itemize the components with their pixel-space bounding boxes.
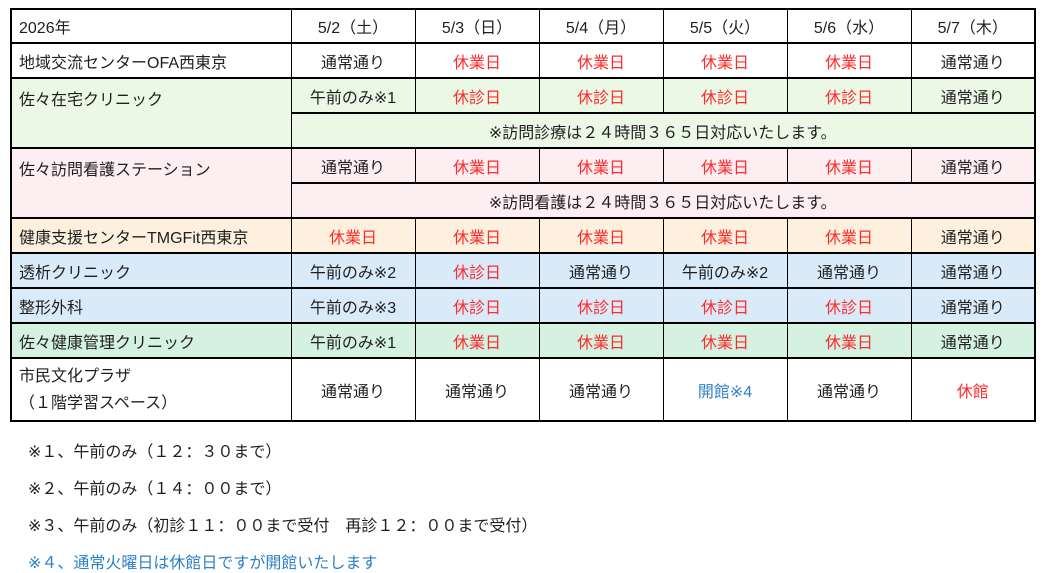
footnote-3: ※３、午前のみ（初診１１：００まで受付 再診１２：００まで受付） <box>28 518 538 535</box>
facility-name: 佐々健康管理クリニック <box>10 322 292 359</box>
table-row: 佐々在宅クリニック 午前のみ※1 休診日 休診日 休診日 休診日 通常通り <box>10 77 1036 149</box>
facility-name: 地域交流センターOFA西東京 <box>10 42 292 79</box>
facility-name: 市民文化プラザ （１階学習スペース） <box>10 357 292 422</box>
table-row: 佐々訪問看護ステーション 通常通り 休業日 休業日 休業日 休業日 通常通り <box>10 147 1036 219</box>
status-cell: 通常通り <box>910 217 1036 254</box>
facility-name: 佐々訪問看護ステーション <box>10 147 292 219</box>
status-cell: 通常通り <box>910 252 1036 289</box>
facility-name: 整形外科 <box>10 287 292 324</box>
status-cell: 休業日 <box>786 322 912 359</box>
status-cell: 休診日 <box>786 287 912 324</box>
status-cell: 通常通り <box>910 287 1036 324</box>
note-cell: ※訪問診療は２４時間３６５日対応いたします。 <box>290 112 1036 149</box>
table-row: 佐々健康管理クリニック 午前のみ※1 休業日 休業日 休業日 休業日 通常通り <box>10 322 1036 359</box>
status-cell: 通常通り <box>538 252 664 289</box>
status-cell: 休業日 <box>662 217 788 254</box>
table-row: 地域交流センターOFA西東京 通常通り 休業日 休業日 休業日 休業日 通常通り <box>10 42 1036 79</box>
status-cell: 休診日 <box>538 77 664 114</box>
year-header-cell: 2026年 <box>10 8 292 44</box>
status-cell: 休業日 <box>414 217 540 254</box>
status-cell: 休業日 <box>414 42 540 79</box>
status-cell: 休業日 <box>414 147 540 184</box>
facility-name-line1: 市民文化プラザ <box>19 367 132 385</box>
status-cell: 通常通り <box>910 147 1036 184</box>
status-cell: 通常通り <box>538 357 664 422</box>
note-cell: ※訪問看護は２４時間３６５日対応いたします。 <box>290 182 1036 219</box>
footnote-4: ※４、通常火曜日は休館日ですが開館いたします <box>28 555 378 572</box>
status-cell: 通常通り <box>910 322 1036 359</box>
status-cell: 午前のみ※1 <box>290 77 416 114</box>
status-cell: 休業日 <box>538 42 664 79</box>
table-row: 整形外科 午前のみ※3 休診日 休診日 休診日 休診日 通常通り <box>10 287 1036 324</box>
status-cell: 午前のみ※2 <box>290 252 416 289</box>
status-cell: 休診日 <box>414 287 540 324</box>
day-header: 5/4（月） <box>538 8 664 44</box>
footnote-1: ※１、午前のみ（１２：３０まで） <box>28 444 282 461</box>
status-cell: 休業日 <box>414 322 540 359</box>
table-row: 健康支援センターTMGFit西東京 休業日 休業日 休業日 休業日 休業日 通常… <box>10 217 1036 254</box>
status-cell: 通常通り <box>414 357 540 422</box>
status-cell: 休業日 <box>786 147 912 184</box>
facility-name-line2: （１階学習スペース） <box>19 394 178 412</box>
facility-name: 健康支援センターTMGFit西東京 <box>10 217 292 254</box>
status-cell: 休診日 <box>414 252 540 289</box>
status-cell: 午前のみ※1 <box>290 322 416 359</box>
status-cell: 開館※4 <box>662 357 788 422</box>
status-cell: 休業日 <box>538 322 664 359</box>
status-cell: 休診日 <box>414 77 540 114</box>
day-header: 5/7（木） <box>910 8 1036 44</box>
status-cell: 休診日 <box>662 287 788 324</box>
status-cell: 通常通り <box>786 252 912 289</box>
status-cell: 休診日 <box>662 77 788 114</box>
facility-name: 佐々在宅クリニック <box>10 77 292 149</box>
status-cell: 休館 <box>910 357 1036 422</box>
status-cell: 休業日 <box>786 42 912 79</box>
status-cell: 休業日 <box>662 322 788 359</box>
status-cell: 休業日 <box>538 147 664 184</box>
status-cell: 通常通り <box>290 357 416 422</box>
table-row: 市民文化プラザ （１階学習スペース） 通常通り 通常通り 通常通り 開館※4 通… <box>10 357 1036 422</box>
status-cell: 通常通り <box>290 147 416 184</box>
status-cell: 休診日 <box>786 77 912 114</box>
status-cell: 休業日 <box>290 217 416 254</box>
table-header-row: 2026年 5/2（土） 5/3（日） 5/4（月） 5/5（火） 5/6（水）… <box>10 8 1036 44</box>
status-cell: 通常通り <box>290 42 416 79</box>
status-cell: 休業日 <box>662 42 788 79</box>
status-cell: 休業日 <box>786 217 912 254</box>
status-cell: 休業日 <box>662 147 788 184</box>
table-row: 透析クリニック 午前のみ※2 休診日 通常通り 午前のみ※2 通常通り 通常通り <box>10 252 1036 289</box>
facility-name: 透析クリニック <box>10 252 292 289</box>
status-cell: 通常通り <box>786 357 912 422</box>
status-cell: 午前のみ※3 <box>290 287 416 324</box>
day-header: 5/2（土） <box>290 8 416 44</box>
footnote-2: ※２、午前のみ（１４：００まで） <box>28 481 282 498</box>
day-header: 5/6（水） <box>786 8 912 44</box>
footnotes: ※１、午前のみ（１２：３０まで） ※２、午前のみ（１４：００まで） ※３、午前の… <box>10 422 1048 573</box>
status-cell: 午前のみ※2 <box>662 252 788 289</box>
day-header: 5/3（日） <box>414 8 540 44</box>
holiday-schedule-table: 2026年 5/2（土） 5/3（日） 5/4（月） 5/5（火） 5/6（水）… <box>10 8 1036 422</box>
day-header: 5/5（火） <box>662 8 788 44</box>
status-cell: 通常通り <box>910 42 1036 79</box>
status-cell: 通常通り <box>910 77 1036 114</box>
status-cell: 休診日 <box>538 287 664 324</box>
status-cell: 休業日 <box>538 217 664 254</box>
